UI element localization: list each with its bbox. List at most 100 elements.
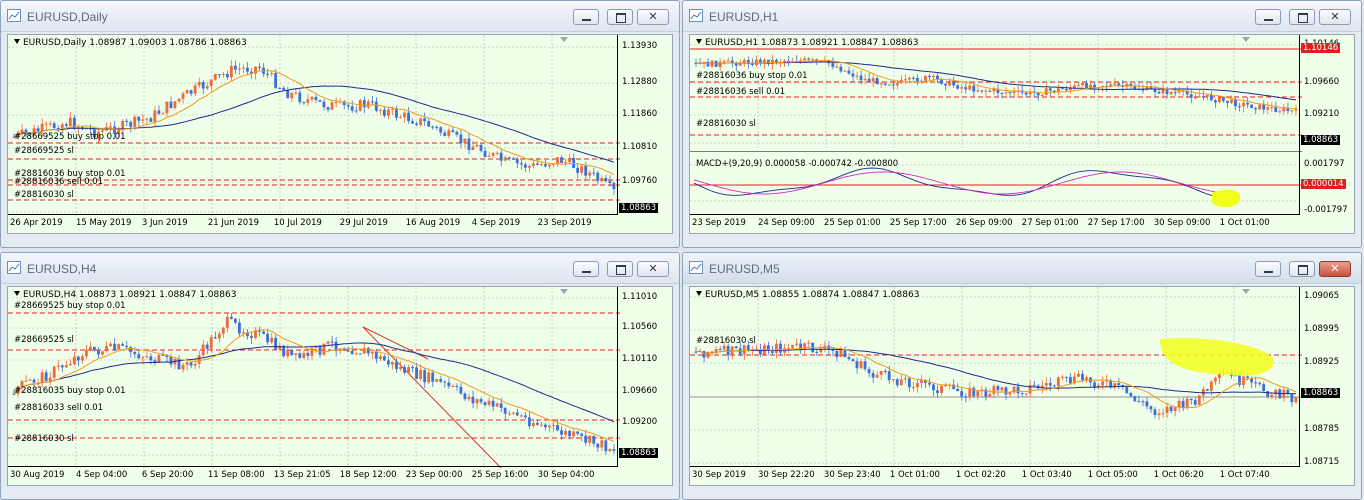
chart-shift-icon[interactable] [560,289,568,294]
candle [1169,406,1173,414]
maximize-button[interactable] [1289,9,1315,25]
trendline[interactable] [362,326,502,468]
candle [161,112,165,115]
window-eurusd-h4[interactable]: EURUSD,H4 ✕ EURUSD,H4 1.08873 1.08921 1.… [0,252,680,500]
close-button[interactable]: ✕ [637,9,669,25]
candle [479,396,483,405]
price-chart[interactable]: EURUSD,H4 1.08873 1.08921 1.08847 1.0886… [7,286,673,486]
window-titlebar[interactable]: EURUSD,H4 ✕ [1,253,679,284]
candle [568,153,572,165]
moving-average-slow [695,348,1297,395]
window-eurusd-m5[interactable]: EURUSD,M5 ✕ EURUSD,M5 1.08855 1.08874 1.… [682,252,1362,500]
symbol-dropdown-icon[interactable] [14,291,20,296]
minimize-button[interactable] [1255,9,1281,25]
highlight-marker [1160,338,1274,376]
price-axis-label: 1.10810 [622,142,658,152]
candle [519,160,523,170]
chart-shift-icon[interactable] [560,37,568,42]
window-titlebar[interactable]: EURUSD,Daily ✕ [1,1,679,32]
candle [1185,85,1189,98]
candle [730,56,734,68]
window-titlebar[interactable]: EURUSD,M5 ✕ [683,253,1361,284]
candle [799,57,803,65]
candle [439,375,443,384]
candle [1266,102,1270,115]
candle [730,346,734,360]
candle [266,328,270,345]
candle [399,114,402,119]
candle [1036,92,1040,101]
time-axis[interactable]: 30 Sep 2019 30 Sep 22:20 30 Sep 23:40 1 Oct… [690,466,1300,485]
minimize-button[interactable] [1255,261,1281,277]
candle [984,387,988,401]
price-axis-label: 1.08995 [1304,324,1340,334]
candle [507,156,511,161]
candle [568,429,572,440]
candle [1012,87,1016,97]
candle [250,331,253,344]
close-button[interactable]: ✕ [1319,261,1351,277]
minimize-button[interactable] [573,9,599,25]
candlestick-plot[interactable] [690,287,1302,468]
close-button[interactable]: ✕ [1319,9,1351,25]
candle [1290,393,1294,407]
price-chart[interactable]: EURUSD,H1 1.08873 1.08921 1.08847 1.0886… [689,34,1355,234]
price-axis[interactable]: 1.139301.128801.118601.108101.097601.087… [617,35,672,216]
price-chart[interactable]: EURUSD,Daily 1.08987 1.09003 1.08786 1.0… [7,34,673,234]
candlestick-plot[interactable] [8,35,620,216]
candlestick-plot[interactable] [690,35,1302,148]
time-axis[interactable]: 26 Apr 2019 15 May 2019 3 Jun 2019 21 Jun 2… [8,214,618,233]
chart-shift-icon[interactable] [1242,37,1250,42]
candle [157,105,161,116]
symbol-dropdown-icon[interactable] [696,291,702,296]
candle [221,71,225,78]
minimize-icon [1264,271,1273,273]
candlestick-plot[interactable] [8,287,620,468]
candle [32,378,36,388]
candle [584,429,588,446]
macd-subwindow[interactable] [690,151,1302,217]
price-axis[interactable]: 1.110101.105601.101101.096601.092001.087… [617,287,672,467]
candle [511,411,515,416]
time-axis[interactable]: 30 Aug 2019 4 Sep 04:00 6 Sep 20:00 11 Sep … [8,466,618,485]
candle [503,155,507,162]
maximize-button[interactable] [607,9,633,25]
candle [1137,395,1141,403]
time-axis-label: 1 Oct 01:00 [889,470,940,480]
minimize-icon [1264,19,1273,21]
price-axis[interactable]: 1.101461.096601.092101.087701.088631.101… [1299,35,1354,215]
candle [64,122,68,129]
candle [887,83,891,86]
candle [564,159,567,167]
order-label: #28816036 sell 0.01 [14,177,104,187]
window-eurusd-h1[interactable]: EURUSD,H1 ✕ EURUSD,H1 1.08873 1.08921 1.… [682,0,1362,248]
candle [262,329,265,335]
symbol-dropdown-icon[interactable] [696,39,702,44]
window-title: EURUSD,Daily [27,10,108,24]
candle [314,94,318,104]
close-button[interactable]: ✕ [637,261,669,277]
chart-shift-icon[interactable] [1242,289,1250,294]
maximize-button[interactable] [607,261,633,277]
candle [608,448,612,452]
candle [1125,386,1129,395]
price-axis[interactable]: 1.090651.089951.089251.088551.087851.087… [1299,287,1354,467]
candle [596,170,600,185]
current-price-tag: 1.08863 [1301,388,1341,398]
candle [968,382,972,401]
window-eurusd-daily[interactable]: EURUSD,Daily ✕ EURUSD,Daily 1.08987 1.09… [0,0,680,248]
symbol-dropdown-icon[interactable] [14,39,20,44]
candle [173,357,177,370]
candle [560,425,563,440]
time-axis-label: 11 Sep 08:00 [207,470,265,480]
maximize-button[interactable] [1289,261,1315,277]
window-titlebar[interactable]: EURUSD,H1 ✕ [683,1,1361,32]
price-chart[interactable]: EURUSD,M5 1.08855 1.08874 1.08847 1.0886… [689,286,1355,486]
price-axis-label: 1.12880 [622,77,658,87]
candle [213,73,217,81]
time-axis[interactable]: 23 Sep 2019 24 Sep 09:00 25 Sep 01:00 25 Se… [690,214,1300,233]
minimize-button[interactable] [573,261,599,277]
candle [105,122,108,132]
candle [503,406,507,420]
candle [467,394,471,402]
